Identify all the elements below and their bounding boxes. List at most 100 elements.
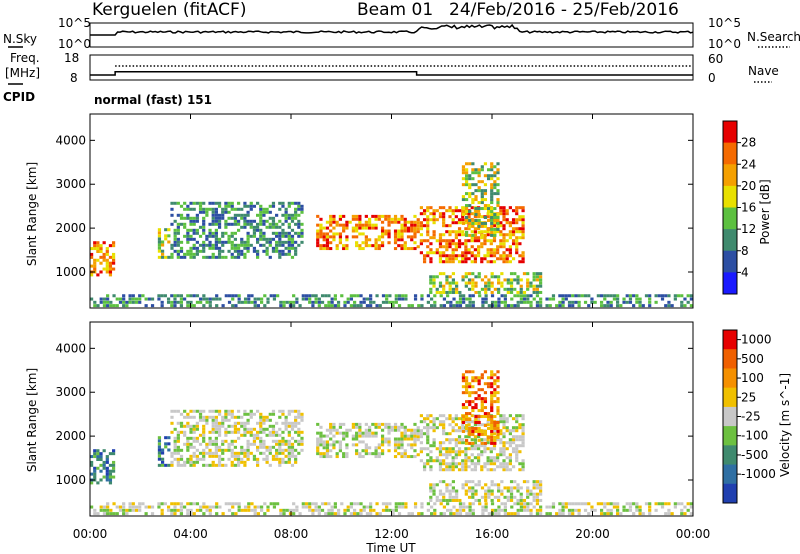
velocity-cell (487, 512, 491, 516)
velocity-cell (448, 441, 452, 445)
power-cell (189, 300, 193, 304)
velocity-cell (371, 422, 375, 426)
power-cell (683, 304, 687, 308)
velocity-cell (157, 457, 162, 461)
velocity-cell (281, 439, 285, 443)
power-cell (195, 252, 199, 256)
velocity-cell (300, 415, 304, 419)
power-cell (329, 241, 333, 245)
velocity-cell (112, 512, 116, 516)
velocity-cell (179, 463, 184, 467)
velocity-cell (432, 423, 436, 427)
velocity-cell (644, 502, 649, 506)
velocity-cell (509, 498, 514, 502)
velocity-cell (468, 426, 472, 430)
power-cell (294, 246, 298, 250)
colorbar-tick-label: 100 (741, 371, 764, 385)
power-cell (499, 224, 503, 228)
velocity-cell (468, 512, 472, 516)
velocity-cell (122, 512, 126, 516)
velocity-cell (189, 457, 193, 461)
velocity-cell (387, 437, 391, 441)
velocity-cell (461, 406, 466, 410)
power-cell (224, 294, 228, 298)
power-cell (211, 219, 215, 223)
velocity-cell (329, 425, 333, 429)
velocity-cell (93, 472, 97, 476)
velocity-cell (680, 508, 684, 512)
power-cell (99, 270, 103, 274)
power-cell (519, 287, 523, 291)
power-cell (502, 209, 506, 213)
velocity-cell (236, 421, 241, 425)
velocity-cell (438, 492, 443, 496)
power-cell (300, 231, 304, 235)
velocity-cell (451, 426, 455, 430)
velocity-cell (461, 391, 466, 395)
velocity-cell (324, 512, 328, 516)
power-cell (304, 297, 309, 301)
power-cell (183, 216, 187, 220)
velocity-cell (465, 512, 469, 516)
power-cell (198, 249, 203, 253)
power-cell (195, 240, 199, 244)
power-cell (468, 177, 472, 181)
velocity-cell (278, 451, 282, 455)
power-cell (477, 221, 481, 225)
velocity-cell (410, 431, 414, 435)
velocity-cell (322, 446, 326, 450)
velocity-cell (170, 463, 174, 467)
power-cell (259, 228, 263, 232)
power-cell (490, 230, 494, 234)
velocity-cell (515, 429, 519, 433)
velocity-cell (150, 512, 155, 516)
velocity-cell (454, 429, 458, 433)
velocity-cell (358, 455, 362, 459)
power-cell (319, 229, 323, 233)
power-cell (445, 224, 449, 228)
power-cell (287, 252, 291, 256)
velocity-cell (490, 406, 494, 410)
velocity-cell (369, 508, 373, 512)
power-cell (400, 214, 404, 218)
power-cell (664, 304, 668, 308)
power-cell (224, 222, 228, 226)
power-cell (464, 227, 468, 231)
velocity-cell (125, 508, 129, 512)
velocity-cell (243, 412, 247, 416)
power-cell (345, 235, 349, 239)
velocity-cell (506, 489, 510, 493)
velocity-cell (404, 505, 408, 509)
power-cell (356, 294, 360, 298)
power-cell (410, 226, 414, 230)
velocity-cell (353, 512, 357, 516)
velocity-cell (319, 440, 323, 444)
power-cell (284, 231, 288, 235)
velocity-cell (249, 415, 253, 419)
power-cell (236, 249, 241, 253)
velocity-cell (329, 449, 333, 453)
velocity-cell (365, 512, 370, 516)
velocity-cell (217, 424, 222, 428)
velocity-cell (532, 492, 536, 496)
velocity-cell (374, 431, 378, 435)
velocity-cell (202, 409, 206, 413)
velocity-cell (211, 418, 215, 422)
velocity-cell (186, 457, 190, 461)
velocity-cell (256, 421, 260, 425)
power-cell (477, 180, 481, 184)
velocity-cell (457, 438, 462, 442)
power-cell (480, 168, 484, 172)
velocity-cell (252, 457, 257, 461)
velocity-cell (233, 445, 238, 449)
velocity-cell (448, 468, 452, 472)
power-cell (272, 297, 277, 301)
power-cell (192, 231, 196, 235)
power-cell (521, 206, 525, 210)
velocity-cell (445, 489, 449, 493)
power-cell (343, 304, 347, 308)
velocity-cell (435, 456, 439, 460)
power-cell (364, 238, 368, 242)
power-cell (122, 297, 126, 301)
velocity-cell (99, 455, 103, 459)
